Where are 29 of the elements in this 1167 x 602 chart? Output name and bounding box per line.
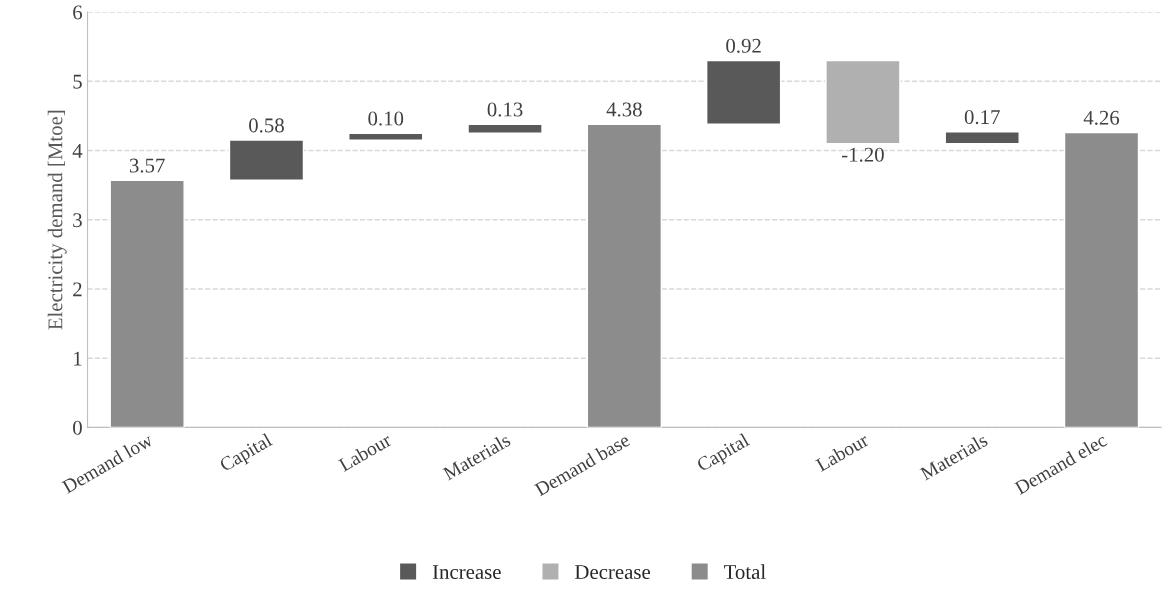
- data-label: 4.38: [606, 102, 642, 117]
- y-axis-title: Electricity demand [Mtoe]: [47, 110, 67, 330]
- data-label: 0.17: [964, 110, 1000, 125]
- data-label: 0.13: [487, 102, 523, 117]
- legend-label: Increase: [432, 565, 501, 580]
- data-label: 0.58: [249, 118, 284, 133]
- bar: [586, 123, 663, 428]
- bar: [348, 132, 424, 141]
- data-label: 0.92: [726, 38, 761, 53]
- bar: [228, 139, 305, 181]
- y-tick-label: 6: [73, 5, 83, 20]
- y-tick-label: 4: [72, 144, 83, 158]
- bar: [705, 59, 782, 125]
- data-label: -1.20: [842, 147, 884, 162]
- data-label: 3.57: [129, 158, 165, 173]
- legend-label: Total: [724, 564, 766, 580]
- data-label: 0.10: [368, 111, 404, 126]
- y-tick-label: 3: [73, 213, 82, 228]
- y-tick-label: 0: [73, 420, 82, 435]
- bar: [944, 131, 1020, 145]
- legend-label: Decrease: [575, 565, 650, 580]
- data-label: 4.26: [1083, 110, 1120, 125]
- y-tick-label: 2: [73, 282, 82, 297]
- bar: [1063, 131, 1140, 428]
- y-tick-label: 1: [74, 351, 82, 366]
- y-tick-label: 5: [73, 74, 82, 89]
- bar: [467, 123, 543, 134]
- bar: [109, 179, 185, 428]
- bar: [825, 59, 901, 145]
